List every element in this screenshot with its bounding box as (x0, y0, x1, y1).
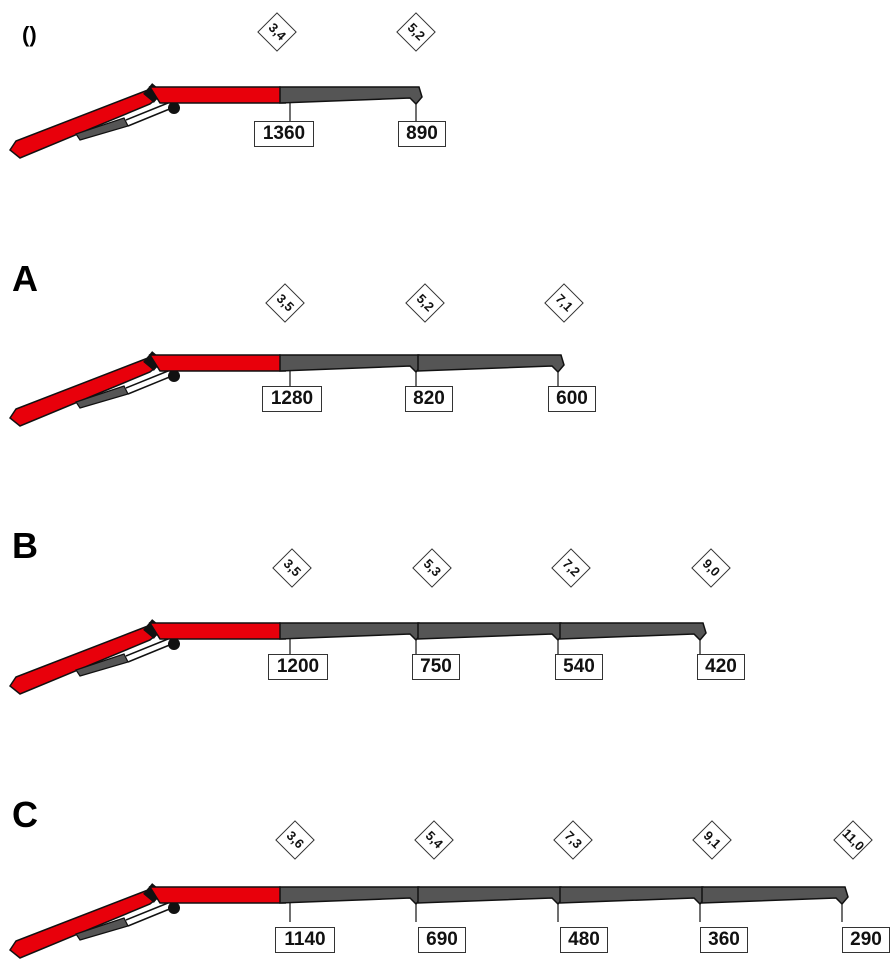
crane-boom-diagram (8, 619, 707, 695)
load-capacity-box: 890 (398, 121, 446, 147)
boom-extension (279, 622, 423, 642)
boom-extension (279, 886, 423, 906)
load-capacity-box: 1200 (268, 654, 328, 680)
main-boom (148, 622, 287, 640)
load-capacity-box: 690 (418, 927, 466, 953)
main-boom (148, 86, 287, 104)
knuckle-boom (8, 889, 162, 959)
cylinder-rod (127, 643, 173, 663)
pivot-joint (168, 102, 180, 114)
load-capacity-box: 420 (697, 654, 745, 680)
load-capacity-box: 1280 (262, 386, 322, 412)
variant-label: A (12, 258, 38, 299)
cylinder-rod (125, 638, 169, 657)
cylinder-rod (127, 107, 173, 127)
load-capacity-box: 1360 (254, 121, 314, 147)
cylinder-rod (127, 375, 173, 395)
crane-boom-diagram (8, 83, 423, 159)
boom-extension (417, 622, 565, 642)
hydraulic-cylinder (75, 917, 129, 941)
knuckle-boom (8, 357, 162, 427)
crane-boom-diagram (8, 351, 565, 427)
load-capacity-box: 480 (560, 927, 608, 953)
knuckle-boom (8, 89, 162, 159)
cylinder-rod (127, 907, 173, 927)
load-capacity-box: 750 (412, 654, 460, 680)
boom-extension (279, 354, 423, 374)
hydraulic-cylinder (75, 385, 129, 409)
main-boom (148, 354, 287, 372)
variant-label: B (12, 525, 38, 566)
load-capacity-box: 290 (842, 927, 890, 953)
pivot-joint (168, 370, 180, 382)
main-boom (148, 886, 287, 904)
load-capacity-box: 600 (548, 386, 596, 412)
variant-label: () (22, 22, 37, 47)
cylinder-rod (125, 102, 169, 121)
boom-extension (559, 886, 707, 906)
load-capacity-box: 360 (700, 927, 748, 953)
pivot-joint (168, 902, 180, 914)
load-capacity-box: 820 (405, 386, 453, 412)
load-capacity-box: 540 (555, 654, 603, 680)
hydraulic-cylinder (75, 653, 129, 677)
load-capacity-box: 1140 (275, 927, 335, 953)
pivot-joint (168, 638, 180, 650)
crane-boom-diagram (8, 883, 849, 959)
variant-label: C (12, 794, 38, 835)
boom-extension (417, 354, 565, 374)
cylinder-rod (125, 902, 169, 921)
boom-extension (279, 86, 423, 106)
boom-extension (417, 886, 565, 906)
hydraulic-cylinder (75, 117, 129, 141)
knuckle-boom (8, 625, 162, 695)
boom-extension (559, 622, 707, 642)
cylinder-rod (125, 370, 169, 389)
boom-extension (701, 886, 849, 906)
